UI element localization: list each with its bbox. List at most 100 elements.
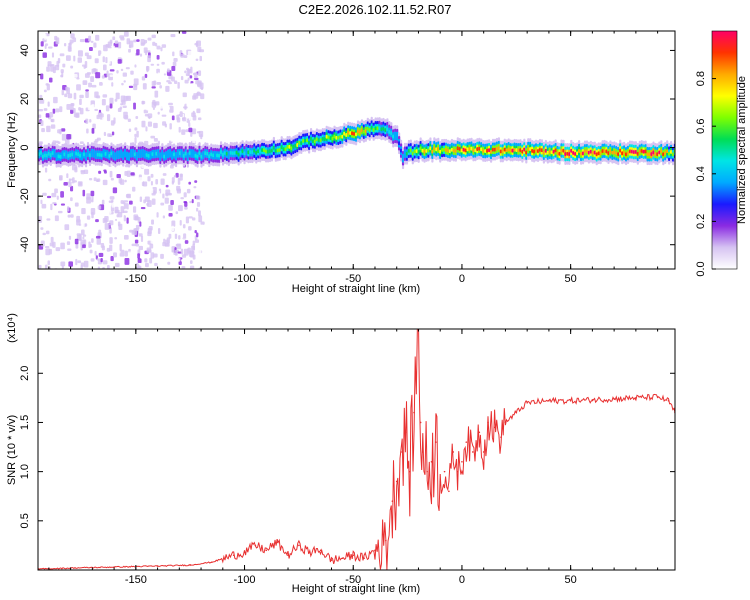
spectrogram-noise-cell [70, 103, 74, 111]
spectrogram-noise-cell [150, 173, 154, 178]
spectrogram-ridge-cell [157, 151, 160, 156]
spectrogram-ridge-cell [110, 151, 113, 156]
spectrogram-noise-cell [140, 235, 144, 242]
spectrogram-noise-cell [153, 253, 158, 258]
spectrogram-noise-cell [148, 226, 153, 231]
spectrogram-ridge-cell [593, 150, 596, 155]
snr-data-point [472, 451, 474, 453]
spectrogram-noise-cell [171, 184, 176, 188]
spectrogram-noise-cell [196, 108, 201, 114]
spectrogram-noise-cell [184, 240, 189, 244]
spectrogram-ridge-cell [435, 147, 438, 152]
spectrogram-noise-cell [120, 179, 125, 185]
spectrogram-ridge-cell [380, 127, 383, 132]
spectrogram-noise-cell [136, 49, 140, 56]
snr-data-point [504, 421, 507, 424]
spectrogram-noise-cell [116, 70, 119, 74]
spectrogram-ridge-cell [433, 146, 436, 151]
spectrogram-ridge-cell [538, 147, 542, 152]
spectrogram-ridge-cell [427, 148, 430, 153]
spectrogram-noise-cell [151, 34, 156, 39]
spectrogram-ridge-cell [409, 148, 412, 153]
spectrogram-ridge-cell [621, 151, 624, 156]
spectrogram-noise-cell [171, 225, 174, 232]
spectrogram-ridge-cell [51, 151, 54, 155]
spectrogram-ridge-cell [668, 151, 671, 156]
spectrogram-noise-cell [139, 196, 143, 202]
spectrogram-noise-cell [76, 215, 81, 223]
spectrogram-noise-cell [102, 94, 108, 98]
spectrogram-noise-cell [193, 186, 197, 189]
colorbar-tick-label: 0.4 [695, 166, 707, 181]
snr-data-point [422, 451, 424, 453]
spectrogram-ridge-cell [652, 150, 655, 155]
spectrogram-noise-cell [186, 67, 189, 71]
snr-data-point [482, 451, 485, 453]
spectrogram-ridge-cell [311, 139, 315, 144]
spectrogram-noise-cell [38, 114, 42, 119]
colorbar-scale [711, 30, 738, 270]
spectrogram-noise-cell [45, 43, 49, 46]
spectrogram-noise-cell [79, 94, 84, 99]
spectrogram-noise-cell [139, 221, 142, 227]
spectrogram-noise-cell [137, 253, 141, 259]
spectrogram-noise-cell [98, 50, 102, 55]
spectrogram-ridge-cell [219, 150, 223, 155]
spectrogram-ridge-cell [268, 149, 272, 154]
spectrogram-ridge-cell [71, 152, 74, 157]
spectrogram-ridge-cell [354, 132, 358, 137]
spectrogram-ridge-cell [335, 135, 338, 140]
snr-data-point [435, 441, 437, 443]
spectrogram-noise-cell [47, 61, 52, 67]
spectrogram-ridge-cell [619, 148, 622, 153]
spectrogram-noise-cell [161, 44, 167, 48]
spectrogram-noise-cell [190, 124, 194, 128]
spectrogram-noise-cell [165, 85, 170, 92]
spectrogram-noise-cell [109, 196, 115, 200]
spectrogram-noise-cell [195, 135, 200, 138]
spectrogram-noise-cell [136, 130, 139, 138]
spectrogram-ridge-cell [456, 146, 459, 151]
spectrogram-noise-cell [159, 106, 164, 109]
snr-data-point [569, 400, 572, 402]
spectrogram-ridge-cell [319, 138, 322, 143]
spectrogram-noise-cell [48, 46, 53, 49]
snr-data-point [374, 549, 376, 552]
spectrogram-ridge-cell [43, 153, 47, 158]
spectrogram-cells [38, 31, 675, 269]
spectrogram-noise-cell [66, 241, 71, 245]
spectrogram-noise-cell [109, 97, 114, 105]
spectrogram-noise-cell [156, 45, 161, 50]
spectrogram-noise-cell [85, 118, 89, 124]
spectrogram-ridge-cell [446, 148, 450, 153]
spectrogram-noise-cell [105, 129, 110, 135]
spectrogram-ridge-cell [585, 149, 589, 154]
spectrogram-noise-cell [109, 220, 114, 226]
spectrogram-noise-cell [105, 57, 108, 64]
spectrogram-noise-cell [102, 179, 108, 186]
spectrogram-noise-cell [169, 123, 172, 130]
spectrogram-ridge-cell [382, 126, 385, 131]
spectrogram-noise-cell [177, 251, 182, 254]
spectrogram-noise-cell [89, 249, 93, 254]
spectrogram-noise-cell [192, 254, 196, 260]
spectrogram-noise-cell [120, 200, 124, 204]
spectrogram-noise-cell [110, 177, 114, 181]
spectrogram-ridge-cell [208, 154, 211, 159]
spectrogram-ridge-cell [474, 148, 477, 153]
spectrogram-noise-cell [197, 248, 202, 255]
spectrogram-noise-cell [99, 82, 103, 86]
spectrogram-noise-cell [92, 123, 96, 129]
spectrogram-noise-cell [128, 48, 131, 53]
y-tick-label: -40 [19, 237, 31, 253]
spectrogram-noise-cell [55, 108, 60, 113]
spectrogram-noise-cell [86, 72, 91, 75]
spectrogram-ridge-cell [499, 149, 502, 154]
spectrogram-ridge-cell [527, 147, 530, 152]
spectrogram-noise-cell [96, 178, 101, 182]
spectrogram-noise-cell [141, 76, 146, 81]
spectrogram-noise-cell [40, 41, 44, 47]
spectrogram-ridge-cell [398, 141, 401, 146]
spectrogram-noise-cell [90, 207, 96, 215]
spectrogram-ridge-cell [272, 145, 275, 150]
